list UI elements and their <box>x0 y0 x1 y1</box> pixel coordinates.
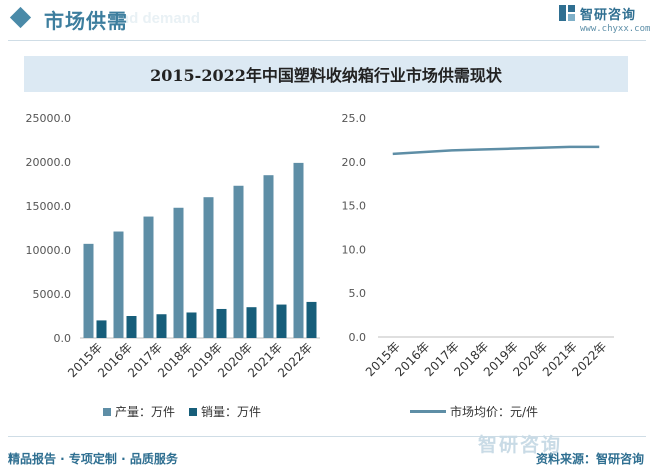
chart-title-bar: 2015-2022年中国塑料收纳箱行业市场供需现状 <box>24 56 628 92</box>
line-ytick-label: 10.0 <box>342 243 367 256</box>
bar-ytick-label: 10000.0 <box>26 244 72 257</box>
bar-ytick-label: 20000.0 <box>26 156 72 169</box>
sales-bar <box>276 304 287 338</box>
brand-name: 智研咨询 <box>580 8 637 23</box>
production-bar <box>203 197 214 338</box>
bar-chart-legend: 产量：万件 销量：万件 <box>103 403 275 420</box>
legend-price-label: 市场均价：元/件 <box>450 405 539 419</box>
bar-ytick-label: 25000.0 <box>26 112 72 125</box>
brand-url: www.chyxx.com <box>580 24 651 34</box>
header-ghost-text: nd demand <box>120 10 201 27</box>
production-bar <box>83 243 94 338</box>
production-bar <box>293 162 304 338</box>
production-bar <box>143 216 154 338</box>
line-ytick-label: 15.0 <box>342 200 367 213</box>
footer-source: 资料来源：智研咨询 <box>535 452 644 466</box>
price-series-line <box>392 145 600 156</box>
price-line-swatch <box>410 410 446 413</box>
production-bar <box>263 175 274 338</box>
legend-sales-label: 销量：万件 <box>201 405 262 419</box>
sales-swatch <box>189 407 198 416</box>
sales-bar <box>246 307 257 338</box>
line-ytick-label: 25.0 <box>342 112 367 125</box>
production-bar <box>233 185 244 338</box>
production-swatch <box>103 407 111 416</box>
legend-price: 市场均价：元/件 <box>410 403 538 420</box>
footer-divider <box>8 436 646 437</box>
chart-title: 2015-2022年中国塑料收纳箱行业市场供需现状 <box>150 66 502 85</box>
line-ytick-label: 0.0 <box>349 331 367 344</box>
line-ytick-label: 5.0 <box>349 287 367 300</box>
bar-ytick-label: 5000.0 <box>33 288 72 301</box>
legend-sales: 销量：万件 <box>189 403 261 420</box>
brand-logo-icon <box>559 5 575 21</box>
production-bar <box>113 231 124 338</box>
sales-bar <box>306 301 317 338</box>
footer-tagline: 精品报告 · 专项定制 · 品质服务 <box>8 452 178 466</box>
sales-bar <box>126 316 137 338</box>
line-ytick-label: 20.0 <box>342 156 367 169</box>
sales-bar <box>156 314 167 338</box>
sales-bar <box>216 308 227 338</box>
header: nd demand 市场供需 智研咨询 www.chyxx.com <box>0 0 654 41</box>
footer: 智研咨询 精品报告 · 专项定制 · 品质服务 资料来源：智研咨询 <box>0 434 654 468</box>
sales-bar <box>186 312 197 338</box>
production-bar <box>173 207 184 338</box>
section-title: 市场供需 <box>44 9 128 33</box>
header-divider <box>8 40 646 41</box>
footer-watermark-brand: 智研咨询 <box>478 434 563 456</box>
bar-ytick-label: 0.0 <box>54 332 72 345</box>
legend-production-label: 产量：万件 <box>115 405 176 419</box>
sales-bar <box>96 320 107 338</box>
bar-ytick-label: 15000.0 <box>26 200 72 213</box>
legend-production: 产量：万件 <box>103 403 175 420</box>
line-chart-legend: 市场均价：元/件 <box>410 403 552 420</box>
